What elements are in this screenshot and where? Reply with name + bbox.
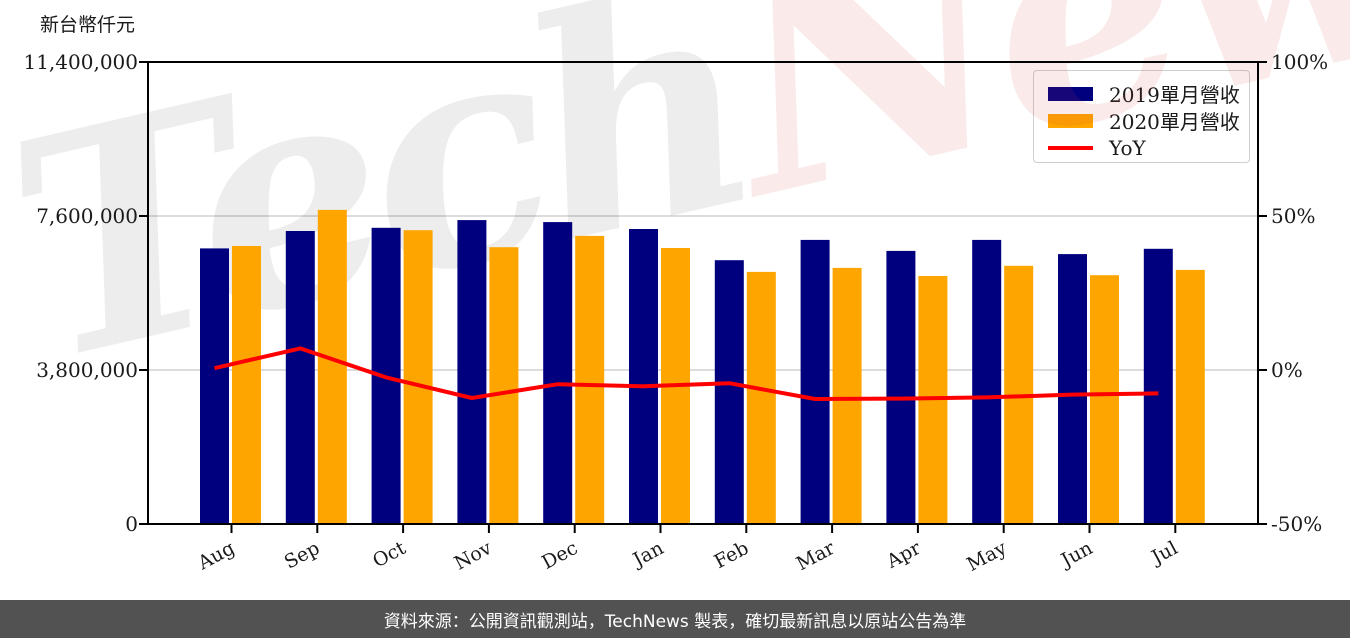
y-right-tick-label-100%: 100%: [1271, 50, 1329, 74]
x-tick-label-oct: Oct: [369, 537, 410, 573]
bar-2020-sep: [317, 209, 347, 524]
bar-2020-aug: [232, 246, 261, 524]
source-caption-bar: 資料來源：公開資訊觀測站，TechNews 製表，確切最新訊息以原站公告為準: [0, 600, 1350, 638]
legend-item-yoy: YoY: [1048, 134, 1249, 161]
legend-item-2019: 2019單月營收: [1048, 80, 1249, 107]
bar-2019-may: [972, 239, 1002, 524]
bar-2020-jan: [661, 248, 690, 524]
y-left-tick-label-7,600,000: 7,600,000: [36, 204, 138, 228]
x-tick-label-jun: Jun: [1057, 537, 1096, 572]
watermark-news-text: News: [696, 0, 1350, 265]
y-left-tick-label-0: 0: [125, 512, 138, 536]
x-tick-label-apr: Apr: [883, 537, 925, 573]
bar-2020-oct: [403, 230, 433, 524]
bar-2020-apr: [918, 276, 948, 524]
legend: 2019單月營收 2020單月營收 YoY: [1033, 70, 1250, 163]
bar-2020-jul: [1175, 269, 1205, 524]
x-tick-label-dec: Dec: [537, 537, 582, 574]
legend-swatch-2019: [1048, 86, 1093, 101]
x-tick-label-sep: Sep: [281, 537, 324, 574]
bar-2020-may: [1004, 265, 1034, 524]
x-tick-label-jul: Jul: [1148, 537, 1182, 569]
y-right-tick-label-0%: 0%: [1271, 358, 1303, 382]
technews-watermark: TechNews: [0, 0, 1350, 429]
y-left-tick-label-11,400,000: 11,400,000: [23, 50, 138, 74]
y-right-tick-label-50%: 50%: [1271, 204, 1316, 228]
bar-2019-jun: [1058, 254, 1087, 524]
yoy-line: [214, 346, 1159, 401]
legend-item-2020: 2020單月營收: [1048, 107, 1249, 134]
bar-2020-jun: [1090, 275, 1119, 524]
y-left-tick-label-3,800,000: 3,800,000: [36, 358, 138, 382]
bar-2019-sep: [285, 231, 315, 524]
x-tick-label-feb: Feb: [710, 537, 753, 574]
x-tick-label-mar: Mar: [792, 537, 839, 576]
legend-swatch-2020: [1048, 113, 1093, 128]
y-axis-unit-title: 新台幣仟元: [40, 14, 136, 36]
bar-2019-mar: [800, 239, 830, 524]
bar-2020-feb: [746, 271, 776, 524]
watermark-tech-text: Tech: [0, 0, 776, 430]
bar-2019-nov: [457, 220, 487, 524]
y-right-tick-label--50%: -50%: [1271, 512, 1323, 536]
x-tick-label-nov: Nov: [450, 537, 496, 575]
bar-2019-jul: [1143, 248, 1173, 525]
bar-2019-apr: [886, 250, 916, 524]
legend-swatch-yoy-line: [1048, 145, 1093, 150]
bar-2019-feb: [714, 260, 744, 524]
legend-label-2020: 2020單月營收: [1109, 110, 1240, 134]
x-tick-label-aug: Aug: [193, 537, 238, 575]
bar-2020-dec: [575, 235, 605, 524]
x-tick-label-may: May: [963, 537, 1011, 576]
legend-label-2019: 2019單月營收: [1109, 83, 1240, 107]
bar-2019-oct: [371, 227, 401, 525]
legend-label-yoy: YoY: [1109, 135, 1146, 160]
bar-2019-jan: [629, 229, 658, 524]
bar-2019-aug: [200, 248, 229, 524]
bar-2019-dec: [543, 222, 573, 524]
bar-2020-nov: [489, 247, 519, 524]
bar-2020-mar: [832, 267, 862, 524]
source-caption-text: 資料來源：公開資訊觀測站，TechNews 製表，確切最新訊息以原站公告為準: [383, 611, 967, 632]
x-tick-label-jan: Jan: [628, 537, 667, 572]
